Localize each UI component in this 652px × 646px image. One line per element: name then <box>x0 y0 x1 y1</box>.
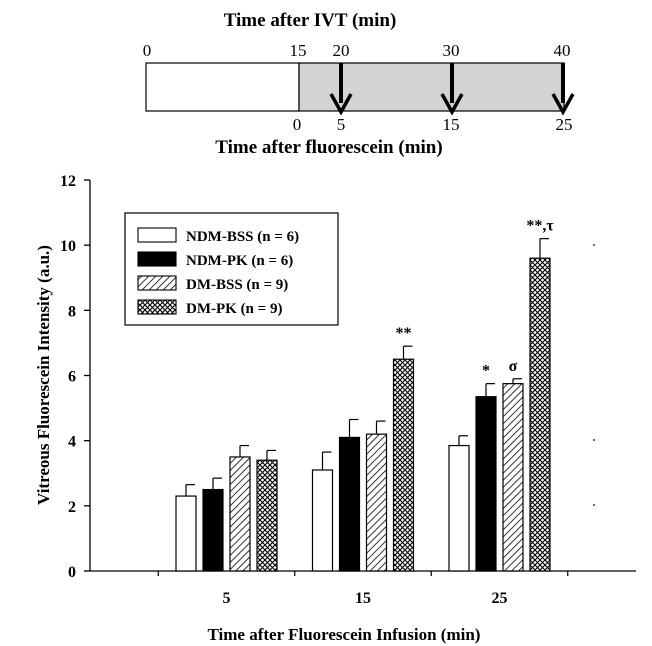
bar-ndm-bss-25 <box>448 444 470 572</box>
ivt-tick-20: 20 <box>333 41 350 60</box>
timeline-bottom-title: Time after fluorescein (min) <box>215 137 442 158</box>
y-tick-label: 0 <box>68 564 76 581</box>
x-tick-label: 5 <box>223 590 231 607</box>
bar-chart: Vitreous Fluorescein Intensity (a.u.) Ti… <box>34 173 636 644</box>
y-tick-label: 12 <box>60 173 76 190</box>
bar-dm-pk-25 <box>529 257 551 572</box>
timeline-after-box <box>298 62 565 112</box>
y-tick-label: 2 <box>68 499 76 516</box>
x-tick-label: 25 <box>492 590 508 607</box>
ivt-tick-0: 0 <box>143 41 152 60</box>
y-tick-label: 6 <box>68 369 76 386</box>
fluor-tick-25: 25 <box>556 115 573 134</box>
timeline-before-box <box>145 62 300 112</box>
arrow-40 <box>551 63 575 116</box>
y-axis: 0 2 4 6 8 10 12 <box>60 173 91 581</box>
chart-dots <box>593 244 595 506</box>
significance-mark: **,τ <box>526 218 554 235</box>
legend-swatch-dm-bss <box>137 275 177 291</box>
legend: NDM-BSS (n = 6) NDM-PK (n = 6) DM-BSS (n =… <box>124 212 339 326</box>
ivt-tick-30: 30 <box>443 41 460 60</box>
bar-dm-bss-25 <box>502 383 524 572</box>
fluor-tick-5: 5 <box>337 115 346 134</box>
legend-swatch-dm-pk <box>137 299 177 315</box>
bar-dm-pk-5 <box>256 459 278 572</box>
bar-ndm-pk-5 <box>202 488 224 572</box>
y-tick-label: 4 <box>68 434 76 451</box>
bar-ndm-pk-15 <box>338 436 361 572</box>
bar-dm-bss-15 <box>365 433 388 572</box>
significance-annotations: *** σ**,τ <box>396 218 555 380</box>
significance-mark: * <box>482 363 490 380</box>
fluor-tick-0: 0 <box>293 115 302 134</box>
legend-label-dm-bss: DM-BSS (n = 9) <box>186 277 288 293</box>
timeline-top-title: Time after IVT (min) <box>224 10 397 31</box>
bar-ndm-bss-5 <box>175 495 197 572</box>
bars <box>175 257 551 572</box>
arrow-30 <box>440 63 464 116</box>
timeline-diagram: Time after IVT (min) 0 15 20 30 40 0 5 1… <box>143 10 575 158</box>
bar-dm-pk-15 <box>392 358 415 572</box>
x-axis-title: Time after Fluorescein Infusion (min) <box>208 625 481 644</box>
bar-ndm-bss-15 <box>311 469 334 572</box>
y-tick-label: 10 <box>60 238 76 255</box>
significance-mark: σ <box>509 358 518 375</box>
legend-label-ndm-pk: NDM-PK (n = 6) <box>186 253 293 269</box>
fluor-tick-15: 15 <box>443 115 460 134</box>
y-tick-label: 8 <box>68 303 76 320</box>
legend-label-dm-pk: DM-PK (n = 9) <box>186 301 282 317</box>
x-axis: 5 15 25 <box>90 570 636 607</box>
legend-swatch-ndm-pk <box>137 251 177 267</box>
x-tick-label: 15 <box>355 590 371 607</box>
bar-dm-bss-5 <box>229 456 251 572</box>
significance-mark: ** <box>396 325 412 342</box>
ivt-tick-15: 15 <box>290 41 307 60</box>
ivt-tick-40: 40 <box>554 41 571 60</box>
y-axis-title: Vitreous Fluorescein Intensity (a.u.) <box>34 245 53 505</box>
bar-ndm-pk-25 <box>475 396 497 572</box>
error-bars <box>185 238 549 497</box>
legend-swatch-ndm-bss <box>137 227 177 243</box>
arrow-20 <box>329 63 353 116</box>
legend-label-ndm-bss: NDM-BSS (n = 6) <box>186 229 299 245</box>
